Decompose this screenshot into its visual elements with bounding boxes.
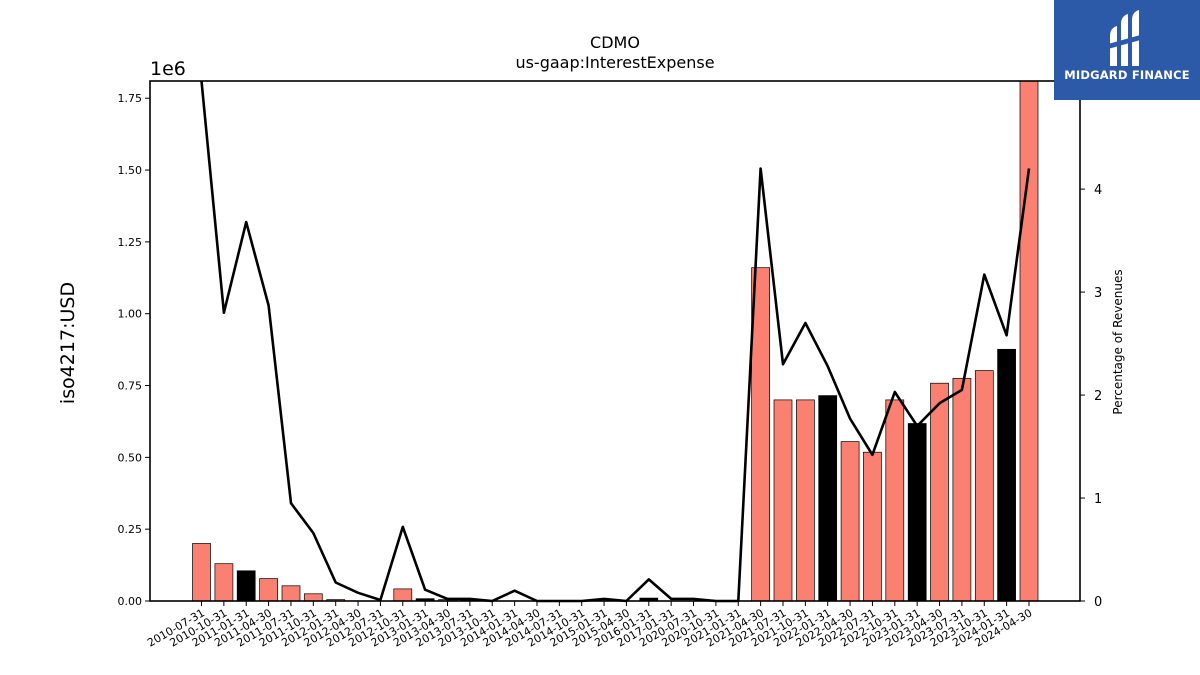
bar: [773, 399, 793, 602]
bar: [236, 570, 256, 602]
midgard-logo-icon: [1108, 10, 1144, 66]
y-tick-label: 1.25: [118, 236, 143, 249]
bar: [952, 377, 972, 602]
y2-axis: 0 1 2 3 4: [1080, 183, 1102, 610]
bar: [818, 395, 838, 602]
bar: [863, 451, 882, 602]
y-tick-label: 1.00: [118, 308, 143, 321]
bar: [751, 267, 770, 602]
chart-subtitle: us-gaap:InterestExpense: [515, 53, 714, 72]
bar: [259, 578, 278, 602]
y-axis: 0.00 0.25 0.50 0.75 1.00 1.25 1.50 1.75: [118, 92, 150, 608]
y-tick-label: 0.00: [118, 595, 143, 608]
line-layer: [200, 80, 1031, 603]
bar: [840, 441, 860, 602]
bar: [997, 348, 1016, 602]
y-axis-label: iso4217:USD: [57, 282, 79, 404]
bar: [281, 585, 301, 602]
y2-tick-label: 4: [1094, 183, 1102, 198]
y2-axis-label: Percentage of Revenues: [1111, 269, 1125, 414]
y-axis-offset: 1e6: [150, 58, 186, 80]
logo-text: MIDGARD FINANCE: [1064, 68, 1190, 82]
y2-tick-label: 0: [1094, 595, 1102, 610]
bars-layer: [192, 80, 1039, 602]
bar: [214, 563, 234, 602]
y2-tick-label: 2: [1094, 389, 1102, 404]
bar: [393, 588, 413, 602]
x-axis: 2010-07-312010-10-312011-01-312011-04-30…: [145, 601, 1035, 650]
bar: [974, 370, 994, 602]
y-tick-label: 1.75: [118, 92, 143, 105]
plot-frame: [149, 80, 1081, 602]
bar: [907, 423, 927, 602]
revenue-percentage-line: [200, 80, 1031, 603]
y2-tick-label: 3: [1094, 286, 1102, 301]
brand-logo: MIDGARD FINANCE: [1054, 0, 1200, 100]
y-tick-label: 0.25: [118, 523, 143, 536]
y-tick-label: 0.50: [118, 451, 143, 464]
y-tick-label: 1.50: [118, 164, 143, 177]
y-tick-label: 0.75: [118, 380, 143, 393]
bar: [303, 593, 323, 602]
bar: [1019, 80, 1039, 602]
bar: [930, 382, 949, 602]
bar: [192, 543, 211, 602]
bar: [885, 399, 905, 602]
bar: [796, 399, 815, 602]
y2-tick-label: 1: [1094, 492, 1102, 507]
chart-title: CDMO: [590, 33, 640, 52]
